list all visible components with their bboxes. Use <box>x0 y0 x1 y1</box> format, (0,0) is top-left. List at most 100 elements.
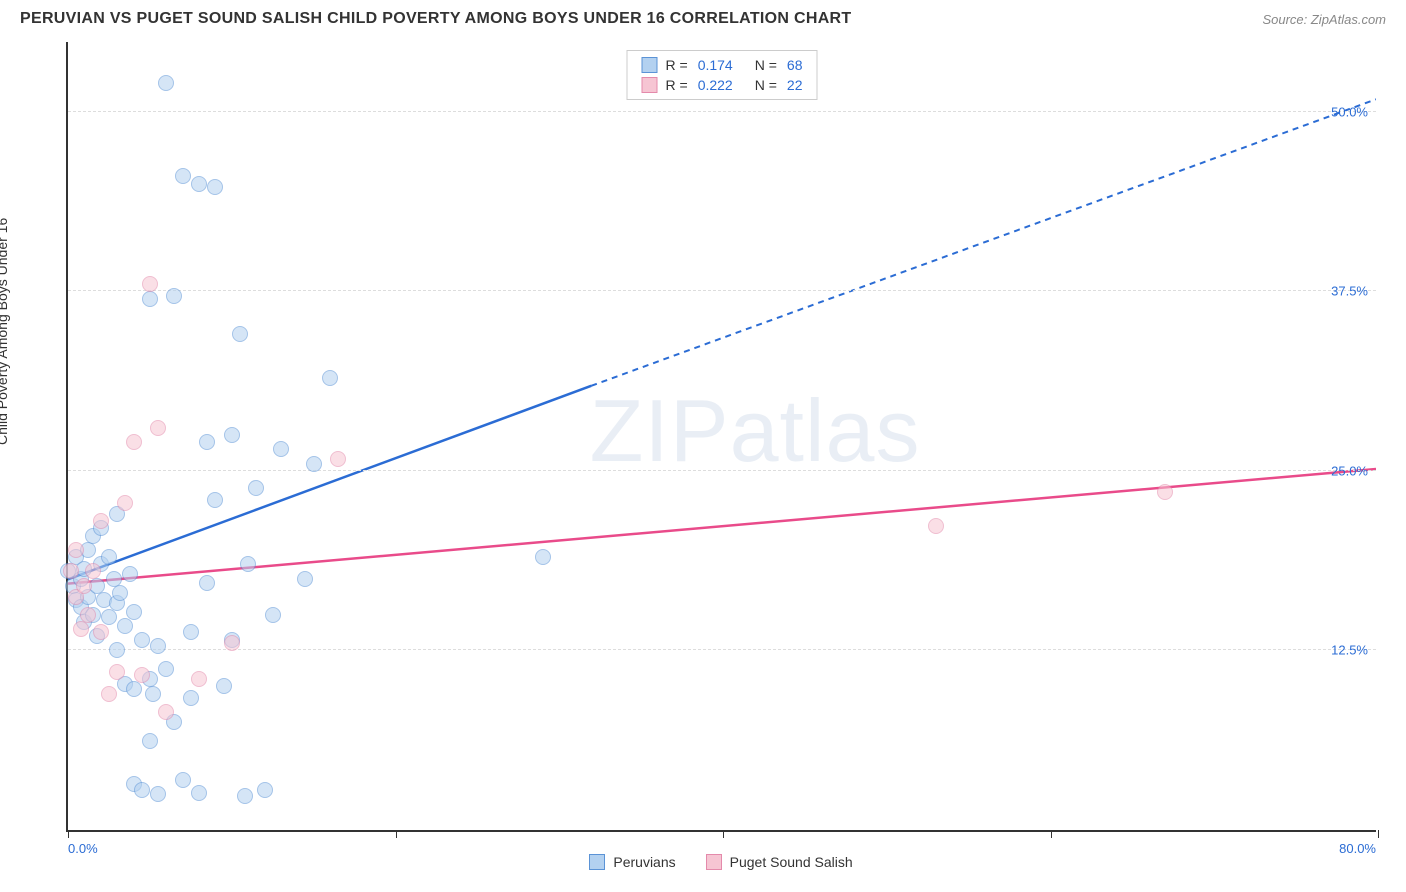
y-tick-label: 25.0% <box>1331 463 1368 478</box>
scatter-point <box>199 575 215 591</box>
scatter-point <box>142 291 158 307</box>
scatter-point <box>150 786 166 802</box>
scatter-point <box>63 563 79 579</box>
x-tick <box>1378 830 1379 838</box>
scatter-point <box>928 518 944 534</box>
scatter-point <box>117 495 133 511</box>
scatter-point <box>109 664 125 680</box>
trend-lines <box>68 42 1376 830</box>
scatter-point <box>126 604 142 620</box>
legend-swatch <box>706 854 722 870</box>
scatter-point <box>322 370 338 386</box>
scatter-point <box>93 513 109 529</box>
scatter-point <box>93 624 109 640</box>
scatter-point <box>134 632 150 648</box>
x-tick <box>396 830 397 838</box>
legend-swatch <box>642 57 658 73</box>
scatter-point <box>158 661 174 677</box>
stat-n-value: 68 <box>787 57 803 73</box>
stats-legend-box: R =0.174N =68R =0.222N =22 <box>627 50 818 100</box>
scatter-point <box>232 326 248 342</box>
scatter-point <box>68 542 84 558</box>
chart-container: Child Poverty Among Boys Under 16 ZIPatl… <box>20 42 1386 882</box>
scatter-point <box>150 638 166 654</box>
header: PERUVIAN VS PUGET SOUND SALISH CHILD POV… <box>0 0 1406 36</box>
y-tick-label: 12.5% <box>1331 643 1368 658</box>
scatter-point <box>122 566 138 582</box>
chart-title: PERUVIAN VS PUGET SOUND SALISH CHILD POV… <box>20 10 852 28</box>
scatter-point <box>248 480 264 496</box>
stat-n-value: 22 <box>787 77 803 93</box>
scatter-point <box>158 704 174 720</box>
scatter-point <box>183 690 199 706</box>
scatter-point <box>216 678 232 694</box>
gridline-h <box>68 649 1376 650</box>
scatter-point <box>76 578 92 594</box>
scatter-point <box>330 451 346 467</box>
scatter-point <box>134 782 150 798</box>
scatter-point <box>306 456 322 472</box>
scatter-point <box>191 671 207 687</box>
scatter-point <box>142 276 158 292</box>
scatter-point <box>145 686 161 702</box>
scatter-point <box>112 585 128 601</box>
scatter-point <box>257 782 273 798</box>
scatter-point <box>80 607 96 623</box>
scatter-point <box>199 434 215 450</box>
scatter-point <box>1157 484 1173 500</box>
gridline-h <box>68 111 1376 112</box>
scatter-point <box>85 563 101 579</box>
stat-r-label: R = <box>666 57 688 73</box>
series-legend: Peruvians Puget Sound Salish <box>66 854 1376 870</box>
scatter-point <box>224 635 240 651</box>
stats-row: R =0.222N =22 <box>642 75 803 95</box>
scatter-point <box>126 434 142 450</box>
y-tick-label: 50.0% <box>1331 104 1368 119</box>
scatter-point <box>191 176 207 192</box>
stat-r-value: 0.222 <box>698 77 733 93</box>
scatter-point <box>150 420 166 436</box>
scatter-point <box>101 549 117 565</box>
stat-n-label: N = <box>755 57 777 73</box>
scatter-point <box>240 556 256 572</box>
legend-item: Puget Sound Salish <box>706 854 853 870</box>
scatter-point <box>265 607 281 623</box>
scatter-point <box>224 427 240 443</box>
scatter-point <box>166 288 182 304</box>
scatter-point <box>109 642 125 658</box>
stat-r-label: R = <box>666 77 688 93</box>
scatter-point <box>126 681 142 697</box>
watermark: ZIPatlas <box>590 380 921 482</box>
source-label: Source: ZipAtlas.com <box>1262 12 1386 27</box>
scatter-point <box>535 549 551 565</box>
gridline-h <box>68 290 1376 291</box>
scatter-point <box>158 75 174 91</box>
legend-swatch <box>642 77 658 93</box>
scatter-point <box>237 788 253 804</box>
legend-swatch <box>589 854 605 870</box>
scatter-point <box>101 686 117 702</box>
stats-row: R = 0.174 N = 68 <box>642 55 803 75</box>
plot-area: ZIPatlas R =0.174N =68R =0.222N =22 12.5… <box>66 42 1376 832</box>
scatter-point <box>142 733 158 749</box>
stat-r-value: 0.174 <box>698 57 733 73</box>
scatter-point <box>175 168 191 184</box>
legend-label: Puget Sound Salish <box>730 854 853 870</box>
gridline-h <box>68 470 1376 471</box>
scatter-point <box>207 179 223 195</box>
scatter-point <box>175 772 191 788</box>
scatter-point <box>273 441 289 457</box>
scatter-point <box>73 621 89 637</box>
scatter-point <box>101 609 117 625</box>
legend-label: Peruvians <box>613 854 675 870</box>
x-tick <box>1051 830 1052 838</box>
scatter-point <box>117 618 133 634</box>
legend-item: Peruvians <box>589 854 675 870</box>
scatter-point <box>183 624 199 640</box>
y-axis-label: Child Poverty Among Boys Under 16 <box>0 218 10 445</box>
scatter-point <box>191 785 207 801</box>
x-tick <box>68 830 69 838</box>
scatter-point <box>207 492 223 508</box>
scatter-point <box>134 667 150 683</box>
scatter-point <box>297 571 313 587</box>
